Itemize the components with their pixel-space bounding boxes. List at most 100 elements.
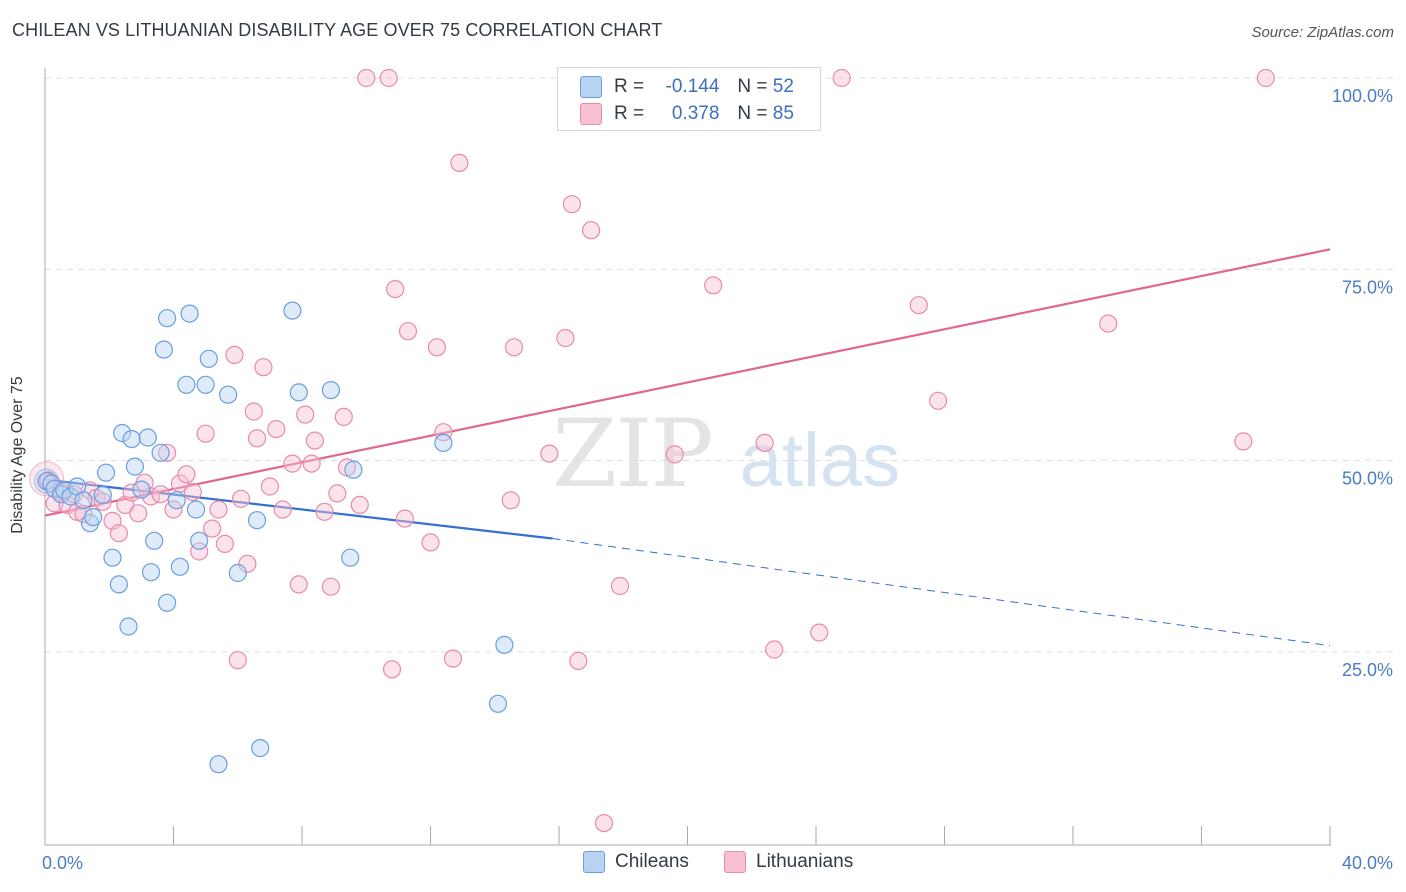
point-chileans xyxy=(154,340,173,359)
point-lithuanians xyxy=(273,500,292,519)
point-chileans xyxy=(145,531,164,550)
x-tick-label: 0.0% xyxy=(42,853,83,873)
point-lithuanians xyxy=(395,509,414,528)
point-lithuanians xyxy=(247,429,267,448)
point-chileans xyxy=(495,635,514,655)
point-chileans xyxy=(180,304,199,323)
data-points xyxy=(29,68,1275,833)
point-lithuanians xyxy=(665,445,684,464)
point-lithuanians xyxy=(315,502,334,521)
legend-item-lithuanians: Lithuanians xyxy=(724,851,853,873)
point-lithuanians xyxy=(350,495,369,514)
point-lithuanians xyxy=(267,420,286,439)
legend-swatch-chileans xyxy=(583,851,605,873)
y-axis-label: Disability Age Over 75 xyxy=(9,376,26,534)
point-chileans xyxy=(344,460,363,479)
correlation-legend: R = -0.144 N = 52 R = 0.378 N = 85 xyxy=(557,67,821,131)
legend-swatch-lithuanians xyxy=(580,103,602,125)
point-lithuanians xyxy=(203,519,222,538)
point-chileans xyxy=(74,491,93,510)
point-chileans xyxy=(321,381,340,400)
point-chileans xyxy=(190,531,209,550)
legend-n-value: 52 xyxy=(772,76,794,97)
point-lithuanians xyxy=(443,649,463,668)
point-lithuanians xyxy=(556,329,575,348)
point-lithuanians xyxy=(260,477,279,496)
point-lithuanians xyxy=(231,489,251,508)
legend-row-lithuanians: R = 0.378 N = 85 xyxy=(580,102,794,126)
point-lithuanians xyxy=(129,504,148,523)
legend-swatch-lithuanians xyxy=(724,851,746,873)
legend-label-lithuanians: Lithuanians xyxy=(756,851,854,872)
point-lithuanians xyxy=(450,153,469,172)
point-lithuanians xyxy=(244,402,263,421)
trend-lines xyxy=(44,248,1331,647)
point-chileans xyxy=(488,694,508,713)
source-label: Source: ZipAtlas.com xyxy=(1251,24,1394,41)
tick-labels: 25.0% 50.0% 75.0% 100.0% 0.0% 40.0% xyxy=(42,86,1393,873)
point-chileans xyxy=(186,500,206,519)
point-chileans xyxy=(141,563,161,582)
chart-title: CHILEAN VS LITHUANIAN DISABILITY AGE OVE… xyxy=(12,20,663,40)
y-tick-label: 50.0% xyxy=(1342,469,1393,489)
point-lithuanians xyxy=(215,534,234,554)
point-lithuanians xyxy=(109,524,129,543)
point-chileans xyxy=(247,511,267,530)
point-lithuanians xyxy=(427,338,446,357)
point-lithuanians xyxy=(1256,68,1275,88)
x-tick-label: 40.0% xyxy=(1342,853,1393,873)
point-lithuanians xyxy=(810,623,829,642)
legend-n-value: 85 xyxy=(772,103,794,124)
trendline-extension-chileans xyxy=(552,538,1331,647)
point-lithuanians xyxy=(755,433,774,452)
point-lithuanians xyxy=(305,431,324,450)
point-chileans xyxy=(341,548,360,567)
point-chileans xyxy=(196,375,215,394)
point-lithuanians xyxy=(334,407,353,426)
point-chileans xyxy=(228,563,247,583)
point-lithuanians xyxy=(421,533,440,552)
legend-n-label: N = xyxy=(737,103,768,124)
point-lithuanians xyxy=(504,338,524,357)
point-lithuanians xyxy=(1099,314,1118,333)
point-chileans xyxy=(138,428,157,447)
point-lithuanians xyxy=(357,68,376,88)
point-lithuanians xyxy=(183,482,202,501)
legend-label-chileans: Chileans xyxy=(615,851,689,872)
point-chileans xyxy=(170,557,189,576)
point-lithuanians xyxy=(540,444,559,463)
legend-swatch-chileans xyxy=(580,76,602,98)
point-lithuanians xyxy=(225,345,244,364)
point-chileans xyxy=(209,755,228,774)
point-lithuanians xyxy=(594,813,614,833)
point-lithuanians xyxy=(151,485,170,504)
point-chileans xyxy=(219,385,238,404)
point-lithuanians xyxy=(581,221,601,240)
point-lithuanians xyxy=(209,500,228,519)
point-chileans xyxy=(132,480,151,499)
legend-item-chileans: Chileans xyxy=(583,851,689,873)
point-chileans xyxy=(96,463,116,482)
point-chileans xyxy=(434,433,453,452)
point-chileans xyxy=(158,309,177,328)
point-lithuanians xyxy=(1234,432,1253,451)
point-chileans xyxy=(177,375,196,394)
point-lithuanians xyxy=(238,554,257,573)
point-lithuanians xyxy=(382,660,402,679)
point-chileans xyxy=(84,507,103,527)
trendline-chileans xyxy=(44,478,553,540)
point-lithuanians xyxy=(928,391,948,410)
point-lithuanians xyxy=(228,651,247,670)
point-lithuanians xyxy=(190,542,209,561)
point-chileans xyxy=(119,617,138,636)
point-chileans xyxy=(112,423,132,443)
point-lithuanians xyxy=(289,575,308,594)
point-lithuanians xyxy=(379,68,398,88)
y-tick-label: 25.0% xyxy=(1342,660,1393,680)
legend-r-value: -0.144 xyxy=(665,76,720,97)
point-lithuanians xyxy=(158,443,177,462)
point-lithuanians xyxy=(832,68,851,88)
point-chileans xyxy=(93,485,112,504)
point-chileans xyxy=(158,593,177,612)
point-chileans xyxy=(109,575,129,594)
